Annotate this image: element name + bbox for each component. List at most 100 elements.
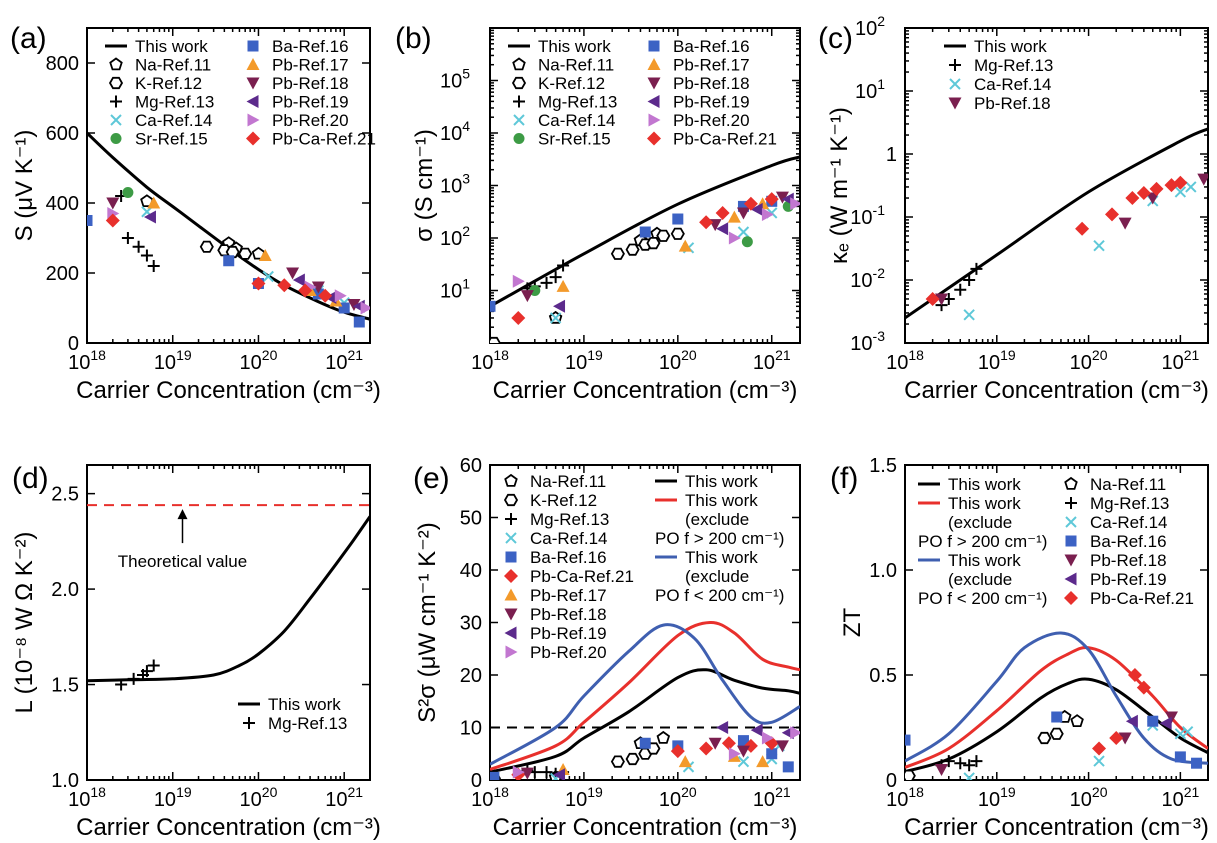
x-tick-label: 1019 xyxy=(565,784,603,811)
series-line-this_work xyxy=(490,668,800,774)
legend-label: K-Ref.12 xyxy=(135,74,202,93)
chart-panel-3: (c)1018 1019 1020 102110-310-210-11101102Ca… xyxy=(818,13,1209,404)
y-tick-label: 1.5 xyxy=(51,675,79,697)
legend-marker xyxy=(648,113,661,127)
data-point xyxy=(262,270,274,283)
legend-marker xyxy=(948,97,962,110)
legend-marker xyxy=(246,58,260,70)
data-point xyxy=(728,747,741,761)
series-line-exclude_low xyxy=(905,631,1208,765)
panel-letter: (d) xyxy=(12,462,49,495)
y-tick-label: 103 xyxy=(440,171,470,198)
x-tick-label: 1020 xyxy=(1070,347,1108,374)
legend-label: Pb-Ca-Ref.21 xyxy=(530,567,634,586)
data-point xyxy=(1118,732,1132,745)
data-point xyxy=(353,316,365,328)
panel-letter: (e) xyxy=(413,462,450,495)
y-tick-label: 105 xyxy=(440,66,470,93)
x-axis-title: Carrier Concentration (cm⁻³) xyxy=(904,377,1209,404)
data-point xyxy=(721,736,736,751)
y-tick-label: 800 xyxy=(46,53,79,75)
legend-label: Pb-Ref.19 xyxy=(1090,570,1167,589)
legend-marker xyxy=(647,77,661,90)
series-line-this_work xyxy=(905,127,1208,320)
data-point xyxy=(1070,714,1084,727)
x-tick-label: 1019 xyxy=(154,347,192,374)
data-point xyxy=(1125,191,1140,206)
x-axis-title: Carrier Concentration (cm⁻³) xyxy=(493,814,798,841)
x-tick-label-base: 10 xyxy=(325,352,347,374)
x-tick-label-exp: 20 xyxy=(681,784,697,800)
legend-label: K-Ref.12 xyxy=(530,491,597,510)
x-tick-label-exp: 18 xyxy=(493,784,509,800)
data-point xyxy=(1146,192,1160,205)
plot-area xyxy=(490,155,800,343)
x-tick-label-exp: 19 xyxy=(587,347,603,363)
data-point xyxy=(670,744,685,759)
data-point xyxy=(1159,716,1172,730)
data-point xyxy=(549,312,562,324)
legend-marker xyxy=(647,95,660,108)
legend-label-wrapped: This work (exclude PO f > 200 cm⁻¹) xyxy=(655,491,784,548)
legend-marker xyxy=(247,113,260,127)
legend-marker xyxy=(505,532,517,544)
x-tick-label-exp: 18 xyxy=(493,347,509,363)
y-tick-label: 101 xyxy=(855,76,885,103)
y-tick-label: 102 xyxy=(855,13,885,40)
y-tick-label: 0 xyxy=(886,770,897,792)
data-point xyxy=(520,767,534,780)
data-point xyxy=(556,279,570,292)
y-axis-title: S (μV K⁻¹) xyxy=(11,130,38,242)
data-point xyxy=(741,236,753,248)
data-point xyxy=(935,764,949,776)
x-tick-label-base: 10 xyxy=(886,789,908,811)
legend-label-line: PO f > 200 cm⁻¹) xyxy=(655,529,784,548)
data-point xyxy=(1174,751,1186,763)
x-tick-label-base: 10 xyxy=(68,352,90,374)
data-point xyxy=(750,723,763,737)
data-point xyxy=(1075,221,1090,236)
y-tick-label: 50 xyxy=(460,508,482,530)
x-tick-label: 1020 xyxy=(659,784,697,811)
legend-label-line: PO f < 200 cm⁻¹) xyxy=(655,586,784,605)
legend-label-line: (exclude xyxy=(948,570,1012,589)
data-point xyxy=(942,755,955,768)
y-tick-label-base: 10 xyxy=(440,176,462,198)
x-tick-label: 1020 xyxy=(1070,784,1108,811)
legend-label: Pb-Ref.20 xyxy=(272,111,349,130)
data-point xyxy=(1173,175,1188,190)
y-tick-label-exp: 5 xyxy=(462,66,470,82)
y-tick-label: 0 xyxy=(471,770,482,792)
data-point xyxy=(318,288,333,303)
legend-label: This work xyxy=(538,37,611,56)
legend-label-wrapped: This work xyxy=(948,475,1021,494)
data-point xyxy=(127,672,140,685)
x-tick-label-base: 10 xyxy=(240,789,262,811)
legend-label: Pb-Ref.18 xyxy=(673,74,750,93)
x-tick-label-base: 10 xyxy=(1070,789,1092,811)
x-tick-label-exp: 19 xyxy=(1000,784,1016,800)
data-point xyxy=(775,191,789,204)
legend-label: Mg-Ref.13 xyxy=(530,510,609,529)
data-point xyxy=(656,229,671,242)
y-tick-label: 10-1 xyxy=(850,202,885,229)
legend-marker xyxy=(513,133,525,144)
data-point xyxy=(790,726,800,740)
x-tick-label-base: 10 xyxy=(325,789,347,811)
data-point xyxy=(708,737,722,750)
data-point xyxy=(1092,741,1107,756)
x-tick-label-base: 10 xyxy=(753,352,775,374)
data-point xyxy=(716,222,729,236)
panel-letter: (c) xyxy=(818,22,853,55)
data-point xyxy=(764,192,779,207)
data-point xyxy=(678,755,692,768)
data-point xyxy=(737,200,749,212)
plot-frame xyxy=(86,27,371,344)
legend-marker xyxy=(505,513,517,525)
legend-marker xyxy=(505,645,518,659)
data-point xyxy=(540,276,553,289)
legend-label: Ca-Ref.14 xyxy=(974,75,1051,94)
data-point xyxy=(312,288,324,300)
